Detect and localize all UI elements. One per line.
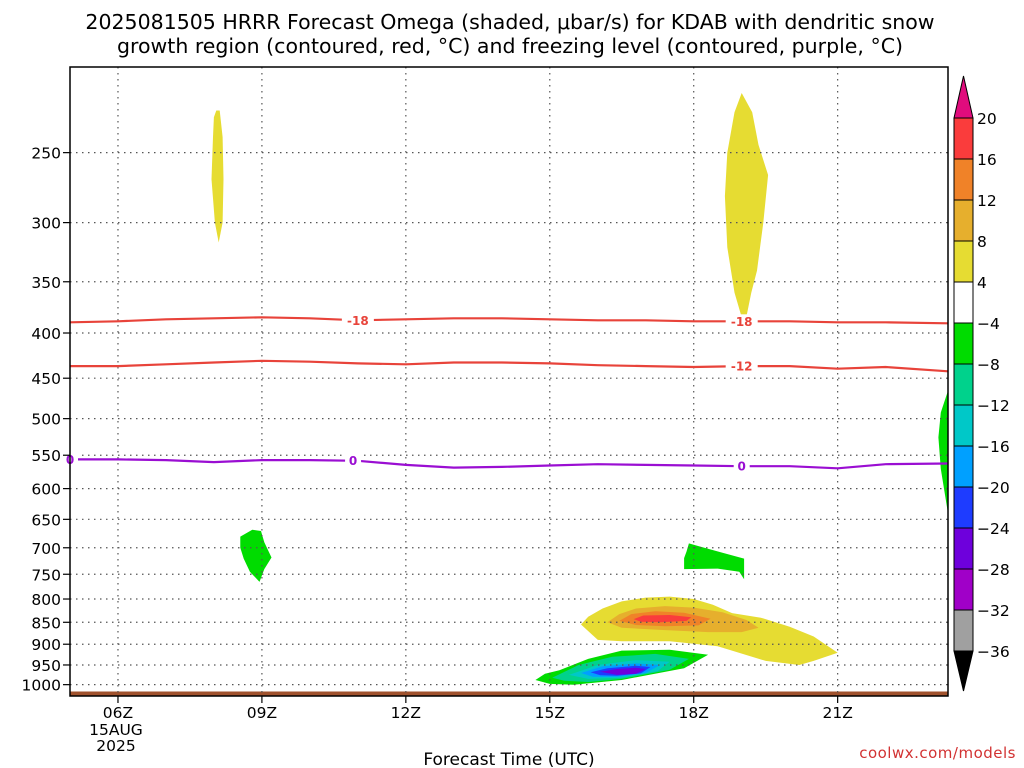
contour-line-2 bbox=[70, 458, 949, 470]
colorbar-segment bbox=[953, 445, 974, 488]
x-tick-label: 09Z bbox=[247, 704, 277, 722]
colorbar-label: −4 bbox=[977, 315, 1000, 333]
colorbar-label: 16 bbox=[977, 151, 997, 169]
y-tick-label: 950 bbox=[31, 657, 61, 675]
y-tick-label: 300 bbox=[31, 215, 61, 233]
omega-region-1 bbox=[724, 93, 769, 318]
omega-region-0 bbox=[211, 110, 224, 243]
colorbar-label: −24 bbox=[977, 520, 1010, 538]
chart-title-line-2: growth region (contoured, red, °C) and f… bbox=[117, 34, 903, 58]
y-tick-label: 800 bbox=[31, 591, 61, 609]
contour-label: 0 bbox=[349, 454, 357, 468]
chart-title-line-1: 2025081505 HRRR Forecast Omega (shaded, … bbox=[85, 10, 934, 34]
colorbar-segment bbox=[953, 486, 974, 529]
y-tick-label: 350 bbox=[31, 274, 61, 292]
x-tick-label: 12Z bbox=[391, 704, 421, 722]
colorbar-label: 4 bbox=[977, 274, 987, 292]
colorbar-segment bbox=[953, 363, 974, 406]
colorbar-segment bbox=[953, 240, 974, 283]
y-tick-label: 550 bbox=[31, 447, 61, 465]
colorbar-segment bbox=[953, 117, 974, 160]
contour-label-bg bbox=[341, 313, 374, 328]
colorbar-label: 12 bbox=[977, 192, 997, 210]
y-tick-label: 850 bbox=[31, 614, 61, 632]
contour-label: 0 bbox=[738, 460, 746, 474]
colorbar-segment bbox=[953, 281, 974, 324]
y-tick-label: 450 bbox=[31, 370, 61, 388]
terrain-band bbox=[70, 691, 948, 696]
contour-label-bg bbox=[345, 453, 362, 468]
omega-region-8 bbox=[633, 615, 692, 623]
colorbar-label: 8 bbox=[977, 233, 987, 251]
colorbar-segment bbox=[953, 158, 974, 201]
y-axis: 250 300 350 400 450 500 550 600 650 700 750 800 850 9… bbox=[22, 145, 70, 695]
credit-text: coolwx.com/models bbox=[859, 744, 1016, 762]
y-tick-label: 900 bbox=[31, 636, 61, 654]
contour-label-bg bbox=[725, 314, 758, 329]
y-tick-label: 500 bbox=[31, 411, 61, 429]
y-tick-label: 700 bbox=[31, 540, 61, 558]
x-tick-label: 15Z bbox=[535, 704, 565, 722]
colorbar-label: −32 bbox=[977, 602, 1010, 620]
colorbar-segment bbox=[953, 199, 974, 242]
contour-label-bg bbox=[733, 459, 750, 474]
x-tick-label: 18Z bbox=[679, 704, 709, 722]
x-axis-label: Forecast Time (UTC) bbox=[423, 750, 594, 768]
colorbar-label: −36 bbox=[977, 643, 1010, 661]
omega-region-3 bbox=[240, 529, 272, 582]
y-tick-label: 1000 bbox=[22, 677, 61, 695]
contour-line-1 bbox=[70, 359, 949, 373]
colorbar-top-arrow bbox=[953, 75, 974, 119]
colorbar-label: −8 bbox=[977, 356, 1000, 374]
colorbar-label: −20 bbox=[977, 479, 1010, 497]
x-date-label: 15AUG bbox=[89, 721, 143, 739]
colorbar-segment bbox=[953, 527, 974, 570]
colorbar-segment bbox=[953, 568, 974, 611]
colorbar-segment bbox=[953, 609, 974, 652]
y-tick-label: 400 bbox=[31, 325, 61, 343]
contour-label: -18 bbox=[347, 314, 369, 328]
omega-region-14 bbox=[600, 667, 646, 675]
colorbar-segment bbox=[953, 322, 974, 365]
x-date-label: 2025 bbox=[96, 737, 135, 755]
colorbar-label: −12 bbox=[977, 397, 1010, 415]
colorbar: −36 −32 −28 −24 −20 −16 −12 −8 −4 4 8 12 16 20 bbox=[953, 75, 1010, 692]
omega-region-4 bbox=[684, 543, 745, 580]
y-tick-label: 600 bbox=[31, 481, 61, 499]
colorbar-label: 20 bbox=[977, 110, 997, 128]
contour-label: -18 bbox=[731, 315, 753, 329]
colorbar-label: −28 bbox=[977, 561, 1010, 579]
y-tick-label: 650 bbox=[31, 511, 61, 529]
contour-label: -12 bbox=[731, 360, 753, 374]
omega-region-2 bbox=[938, 390, 948, 514]
y-tick-label: 750 bbox=[31, 566, 61, 584]
contour-line-0 bbox=[69, 316, 949, 325]
x-tick-label: 21Z bbox=[822, 704, 852, 722]
colorbar-bottom-arrow bbox=[953, 650, 974, 692]
plot-area: -18 -18-120 0 0 bbox=[62, 66, 949, 697]
x-tick-label: 06Z bbox=[103, 704, 133, 722]
colorbar-segment bbox=[953, 404, 974, 447]
colorbar-label: −16 bbox=[977, 438, 1010, 456]
y-tick-label: 250 bbox=[31, 145, 61, 163]
contour-label-bg bbox=[725, 359, 758, 374]
plot-frame bbox=[69, 66, 949, 697]
